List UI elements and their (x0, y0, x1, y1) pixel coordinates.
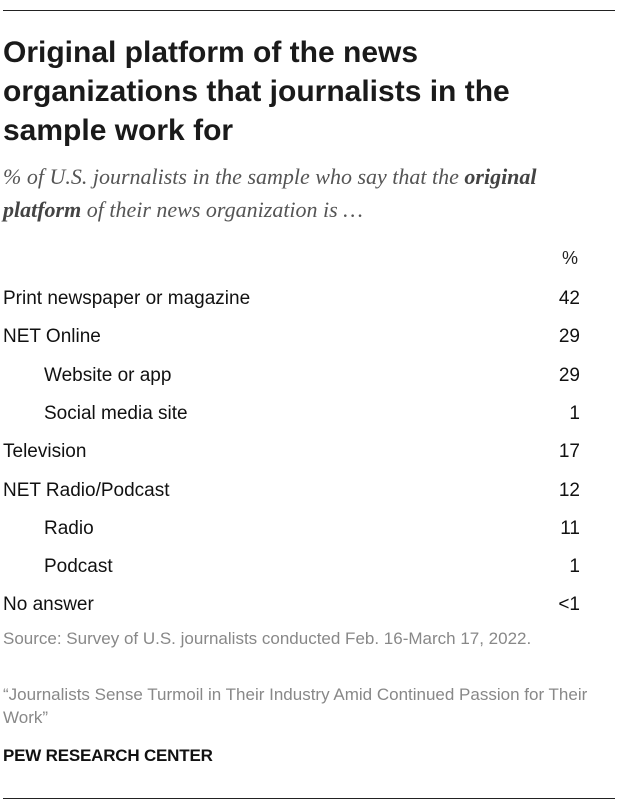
row-label: NET Online (3, 326, 101, 348)
subtitle-text-after: of their news organization is … (81, 197, 363, 222)
row-value: 1 (569, 402, 580, 424)
chart-title: Original platform of the news organizati… (3, 36, 510, 147)
report-title-note: “Journalists Sense Turmoil in Their Indu… (3, 685, 588, 727)
percent-column-header: % (561, 248, 578, 268)
source-note: Source: Survey of U.S. journalists condu… (3, 629, 532, 648)
row-label: Television (3, 441, 87, 463)
row-value: 1 (569, 556, 580, 578)
row-value: 17 (558, 441, 580, 463)
top-rule (3, 10, 615, 11)
row-value: 12 (558, 479, 580, 501)
row-value: 11 (560, 517, 580, 539)
row-label: Website or app (44, 364, 172, 386)
row-label: Podcast (44, 556, 113, 578)
subtitle-text-before: % of U.S. journalists in the sample who … (3, 164, 465, 189)
subtitle-emphasis: original platform (3, 164, 537, 222)
row-label: No answer (3, 594, 94, 616)
row-label: Social media site (44, 402, 188, 424)
pew-research-center-logo: PEW RESEARCH CENTER (3, 746, 213, 765)
row-value: <1 (558, 594, 580, 616)
table-row: Print newspaper or magazine 42 (0, 280, 600, 318)
table-row: NET Online 29 (0, 318, 600, 356)
row-label: NET Radio/Podcast (3, 479, 170, 501)
row-label: Print newspaper or magazine (3, 288, 251, 309)
table-row: Radio 11 (0, 510, 600, 548)
table-row: No answer <1 (0, 586, 600, 624)
row-value: 29 (558, 326, 580, 348)
bottom-rule (3, 798, 615, 799)
table-row: Social media site 1 (0, 395, 600, 433)
table-row: Podcast 1 (0, 548, 600, 586)
row-label: Radio (44, 517, 94, 539)
table-row: Television 17 (0, 433, 600, 471)
chart-subtitle: % of U.S. journalists in the sample who … (3, 160, 603, 226)
table-row: Website or app 29 (0, 357, 600, 395)
row-value: 29 (558, 364, 580, 386)
table-row: NET Radio/Podcast 12 (0, 472, 600, 510)
row-value: 42 (558, 288, 580, 309)
